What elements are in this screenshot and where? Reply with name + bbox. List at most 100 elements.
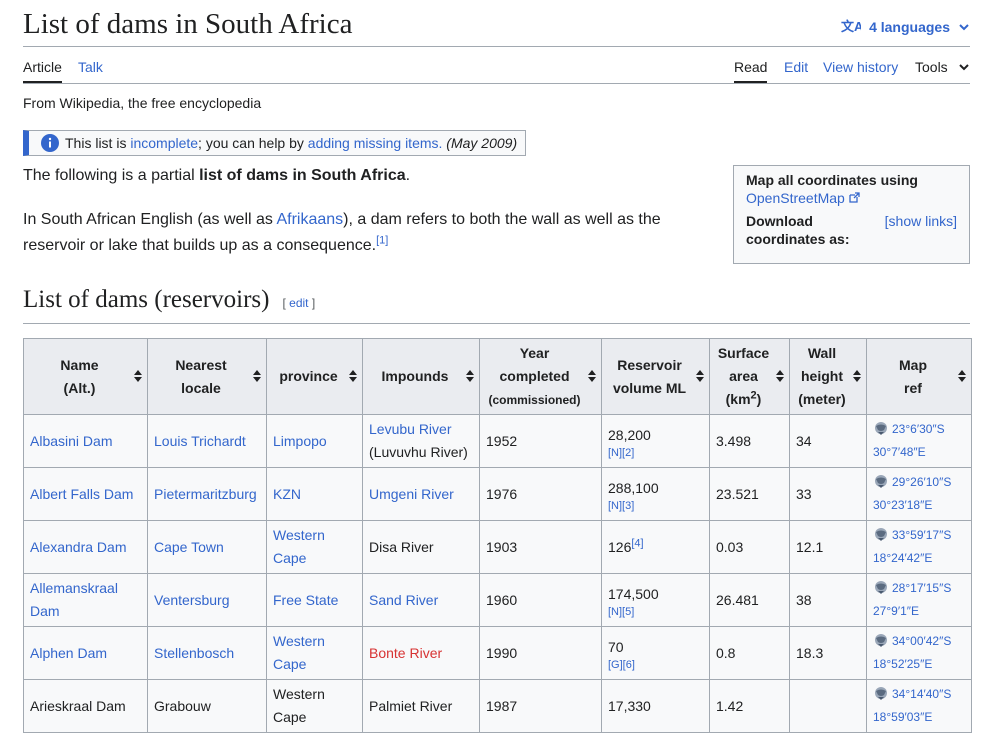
sort-icon[interactable] <box>776 369 784 383</box>
tab[interactable]: Edit <box>784 59 809 75</box>
link[interactable]: Bonte River <box>369 644 443 661</box>
link[interactable]: incomplete <box>130 135 199 151</box>
sort-icon[interactable] <box>349 369 357 383</box>
link[interactable]: Albert Falls Dam <box>30 485 134 502</box>
reference[interactable]: [N][5] <box>608 605 635 618</box>
link[interactable]: Limpopo <box>273 432 327 449</box>
link[interactable]: [show links] <box>884 213 957 229</box>
sort-icon[interactable] <box>134 369 142 383</box>
language-button[interactable]: 文A 4 languages <box>841 18 970 36</box>
sort-icon[interactable] <box>253 369 261 383</box>
link[interactable]: adding missing items. <box>307 135 443 151</box>
reference[interactable]: [1] <box>376 234 389 247</box>
coordinate[interactable]: 33°59′17″S <box>873 524 965 547</box>
reference[interactable]: [N][2] <box>608 446 635 459</box>
cell-text: Palmiet River <box>369 697 453 714</box>
globe-icon[interactable] <box>873 527 889 541</box>
coordinates-box: Map all coordinates using OpenStreetMap … <box>733 165 970 264</box>
link[interactable]: Levubu River <box>369 421 452 437</box>
link[interactable]: Allemanskraal Dam <box>30 580 118 619</box>
latitude[interactable]: 34°00′42″S <box>892 634 952 648</box>
longitude[interactable]: 18°52′25″E <box>873 657 933 671</box>
link[interactable]: Western Cape <box>273 633 325 672</box>
header-text: Reservoir <box>617 356 682 373</box>
divider <box>23 46 970 47</box>
sort-icon[interactable] <box>958 369 966 383</box>
latitude[interactable]: 28°17′15″S <box>892 581 952 595</box>
coordinate[interactable]: 34°14′40″S <box>873 683 965 706</box>
coordinate[interactable]: 23°6′30″S <box>873 418 965 441</box>
link[interactable]: Afrikaans <box>276 211 344 228</box>
link[interactable]: Albasini Dam <box>30 432 113 449</box>
cell: KZN <box>266 467 363 521</box>
link[interactable]: KZN <box>273 485 301 502</box>
cell: 28°17′15″S 27°9′1″E <box>866 573 972 627</box>
reference[interactable]: [4] <box>631 536 644 549</box>
link[interactable]: Pietermaritzburg <box>154 485 257 502</box>
column-header[interactable]: Name (Alt.) <box>23 338 148 415</box>
longitude[interactable]: 30°23′18″E <box>873 498 933 512</box>
globe-icon[interactable] <box>873 686 889 700</box>
header-text: locale <box>181 379 221 396</box>
cell: 1960 <box>479 573 602 627</box>
tab[interactable]: Read <box>734 59 768 83</box>
longitude[interactable]: 27°9′1″E <box>873 604 919 618</box>
sort-icon[interactable] <box>588 369 596 383</box>
column-header[interactable]: Reservoir volume ML <box>601 338 710 415</box>
reference[interactable]: [N][3] <box>608 499 635 512</box>
link[interactable]: Stellenbosch <box>154 644 235 661</box>
tab[interactable]: Tools <box>915 59 948 75</box>
link[interactable]: Umgeni River <box>369 485 454 502</box>
tab[interactable]: Article <box>23 59 62 83</box>
latitude[interactable]: 33°59′17″S <box>892 528 952 542</box>
languages[interactable]: 4 languages <box>869 19 950 35</box>
cell: Palmiet River <box>362 679 480 733</box>
longitude[interactable]: 18°59′03″E <box>873 710 933 724</box>
cell: 34 <box>789 414 867 468</box>
coordinate[interactable]: 29°26′10″S <box>873 471 965 494</box>
link[interactable]: Louis Trichardt <box>154 432 246 449</box>
cell: 1903 <box>479 520 602 574</box>
longitude[interactable]: 18°24′42″E <box>873 551 933 565</box>
link[interactable]: Sand River <box>369 591 439 608</box>
globe-icon[interactable] <box>873 633 889 647</box>
column-header[interactable]: Year completed (commissioned) <box>479 338 602 415</box>
link[interactable]: Ventersburg <box>154 591 230 608</box>
edit-link[interactable]: edit <box>289 296 309 310</box>
link[interactable]: OpenStreetMap <box>746 190 845 206</box>
sort-icon[interactable] <box>853 369 861 383</box>
cell-text: 17,330 <box>608 697 651 714</box>
cell: 288,100 [N][3] <box>601 467 710 521</box>
section-heading: List of dams (reservoirs) [ edit ] <box>23 286 315 314</box>
column-header[interactable]: Impounds <box>362 338 480 415</box>
longitude[interactable]: 30°7′48″E <box>873 445 926 459</box>
table-row: Albasini Dam Louis Trichardt Limpopo Levubu… <box>23 414 972 468</box>
sort-icon[interactable] <box>696 369 704 383</box>
column-header[interactable]: Map ref <box>866 338 972 415</box>
globe-icon[interactable] <box>873 580 889 594</box>
column-header[interactable]: province <box>266 338 363 415</box>
link[interactable]: Free State <box>273 591 339 608</box>
tab[interactable]: Talk <box>78 59 103 75</box>
tab[interactable]: View history <box>823 59 899 75</box>
link[interactable]: Western Cape <box>273 527 325 566</box>
column-header[interactable]: Surface area (km2) <box>709 338 790 415</box>
reference[interactable]: [G][6] <box>608 658 635 671</box>
sort-icon[interactable] <box>466 369 474 383</box>
column-header[interactable]: Wall height (meter) <box>789 338 867 415</box>
latitude[interactable]: 23°6′30″S <box>892 422 945 436</box>
header-text: Nearest <box>175 356 227 373</box>
latitude[interactable]: 34°14′40″S <box>892 687 952 701</box>
link[interactable]: Alexandra Dam <box>30 538 127 555</box>
cell: 23.521 <box>709 467 790 521</box>
link[interactable]: Cape Town <box>154 538 224 555</box>
coordinate[interactable]: 34°00′42″S <box>873 630 965 653</box>
cell-text: 1952 <box>486 432 518 449</box>
globe-icon[interactable] <box>873 474 889 488</box>
coordinate[interactable]: 28°17′15″S <box>873 577 965 600</box>
globe-icon[interactable] <box>873 421 889 435</box>
latitude[interactable]: 29°26′10″S <box>892 475 952 489</box>
column-header[interactable]: Nearest locale <box>147 338 267 415</box>
cell: 3.498 <box>709 414 790 468</box>
link[interactable]: Alphen Dam <box>30 644 108 661</box>
